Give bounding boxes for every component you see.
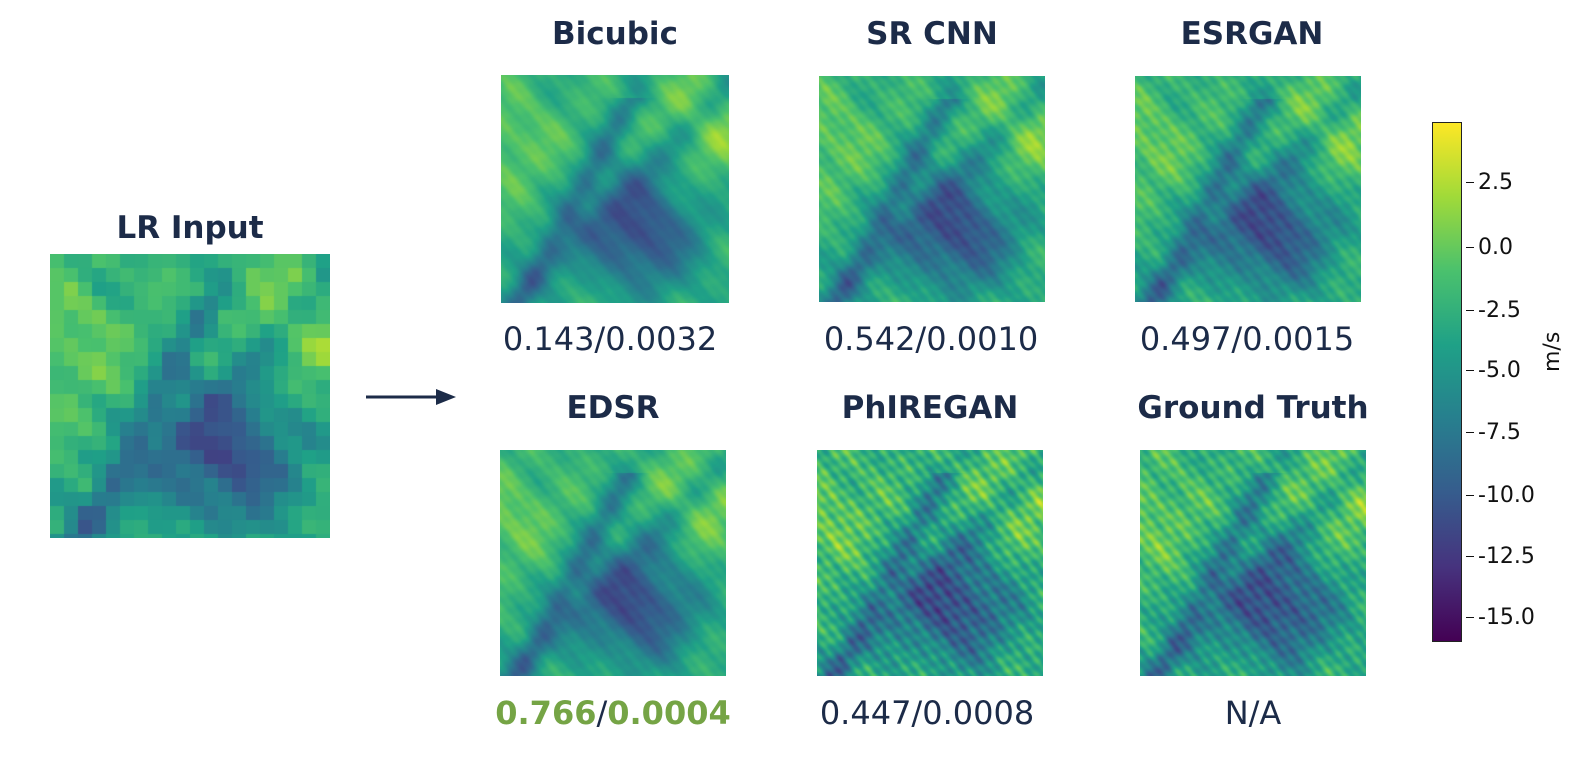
- srcnn-score-a: 0.542: [823, 320, 916, 358]
- colorbar-unit-label: m/s: [1540, 331, 1565, 372]
- ground-truth-title: Ground Truth: [1137, 390, 1369, 426]
- ground-truth-score: N/A: [1224, 694, 1282, 732]
- phiregan-score-b: 0.0008: [922, 694, 1035, 732]
- srcnn-image: [819, 76, 1045, 302]
- srcnn-score: 0.542/0.0010: [823, 320, 1039, 358]
- esrgan-title: ESRGAN: [1180, 16, 1324, 52]
- lr-input-image: [50, 254, 330, 538]
- edsr-image: [500, 450, 726, 676]
- edsr-score: 0.766/0.0004: [495, 694, 731, 732]
- colorbar-tick: -5.0: [1466, 358, 1521, 383]
- colorbar-tick: 0.0: [1466, 235, 1513, 260]
- colorbar-tick: -12.5: [1466, 544, 1535, 569]
- esrgan-image: [1135, 76, 1361, 302]
- lr-input-title: LR Input: [116, 210, 264, 246]
- colorbar-tick: -7.5: [1466, 420, 1521, 445]
- edsr-score-a: 0.766: [495, 694, 597, 732]
- bicubic-title: Bicubic: [552, 16, 678, 52]
- bicubic-score-b: 0.0032: [605, 320, 718, 358]
- phiregan-image: [817, 450, 1043, 676]
- phiregan-score-a: 0.447: [819, 694, 912, 732]
- colorbar-tick: -15.0: [1466, 605, 1535, 630]
- edsr-title: EDSR: [566, 390, 660, 426]
- bicubic-image: [501, 75, 729, 303]
- ground-truth-image: [1140, 450, 1366, 676]
- esrgan-score: 0.497/0.0015: [1139, 320, 1355, 358]
- phiregan-title: PhIREGAN: [841, 390, 1019, 426]
- edsr-score-b: 0.0004: [607, 694, 731, 732]
- colorbar: [1432, 122, 1462, 642]
- phiregan-score: 0.447/0.0008: [819, 694, 1035, 732]
- colorbar-tick: -10.0: [1466, 483, 1535, 508]
- srcnn-score-b: 0.0010: [926, 320, 1039, 358]
- arrow-icon: [366, 389, 456, 405]
- bicubic-score: 0.143/0.0032: [502, 320, 718, 358]
- srcnn-title: SR CNN: [866, 16, 998, 52]
- bicubic-score-a: 0.143: [502, 320, 595, 358]
- colorbar-tick: 2.5: [1466, 170, 1513, 195]
- esrgan-score-a: 0.497: [1139, 320, 1232, 358]
- esrgan-score-b: 0.0015: [1242, 320, 1355, 358]
- colorbar-tick: -2.5: [1466, 298, 1521, 323]
